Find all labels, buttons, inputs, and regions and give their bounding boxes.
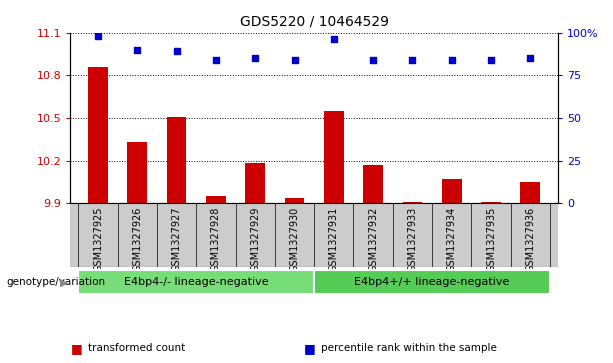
Text: GSM1327931: GSM1327931 bbox=[329, 207, 339, 272]
Bar bbox=[442, 179, 462, 203]
Text: percentile rank within the sample: percentile rank within the sample bbox=[321, 343, 497, 354]
Point bbox=[93, 33, 103, 39]
Text: GSM1327926: GSM1327926 bbox=[132, 207, 142, 272]
Point bbox=[250, 55, 260, 61]
Point bbox=[525, 55, 535, 61]
Bar bbox=[167, 117, 186, 203]
Text: GSM1327936: GSM1327936 bbox=[525, 207, 535, 272]
Text: GSM1327934: GSM1327934 bbox=[447, 207, 457, 272]
Title: GDS5220 / 10464529: GDS5220 / 10464529 bbox=[240, 15, 389, 29]
Point bbox=[408, 57, 417, 63]
Text: GSM1327933: GSM1327933 bbox=[408, 207, 417, 272]
Bar bbox=[520, 182, 540, 203]
Point bbox=[486, 57, 496, 63]
Bar bbox=[128, 142, 147, 203]
Bar bbox=[78, 270, 314, 294]
Text: E4bp4-/- lineage-negative: E4bp4-/- lineage-negative bbox=[124, 277, 268, 287]
Point bbox=[329, 37, 339, 42]
Text: ■: ■ bbox=[70, 342, 82, 355]
Text: GSM1327935: GSM1327935 bbox=[486, 207, 496, 272]
Text: GSM1327930: GSM1327930 bbox=[289, 207, 300, 272]
Text: ▶: ▶ bbox=[60, 277, 69, 287]
Bar bbox=[403, 202, 422, 203]
Text: GSM1327928: GSM1327928 bbox=[211, 207, 221, 272]
Text: genotype/variation: genotype/variation bbox=[6, 277, 105, 287]
Text: E4bp4+/+ lineage-negative: E4bp4+/+ lineage-negative bbox=[354, 277, 510, 287]
Point bbox=[172, 49, 181, 54]
Bar bbox=[364, 165, 383, 203]
Point bbox=[447, 57, 457, 63]
Bar bbox=[88, 67, 108, 203]
Text: GSM1327932: GSM1327932 bbox=[368, 207, 378, 272]
Text: transformed count: transformed count bbox=[88, 343, 185, 354]
Text: GSM1327927: GSM1327927 bbox=[172, 207, 181, 272]
Text: GSM1327925: GSM1327925 bbox=[93, 207, 103, 272]
Bar bbox=[206, 196, 226, 203]
Point bbox=[289, 57, 299, 63]
Text: ■: ■ bbox=[303, 342, 315, 355]
Bar bbox=[245, 163, 265, 203]
Bar bbox=[314, 270, 550, 294]
Text: GSM1327929: GSM1327929 bbox=[250, 207, 260, 272]
Point bbox=[368, 57, 378, 63]
Point bbox=[211, 57, 221, 63]
Bar bbox=[324, 111, 344, 203]
Bar bbox=[284, 197, 304, 203]
Bar bbox=[481, 202, 501, 203]
Point bbox=[132, 47, 142, 53]
